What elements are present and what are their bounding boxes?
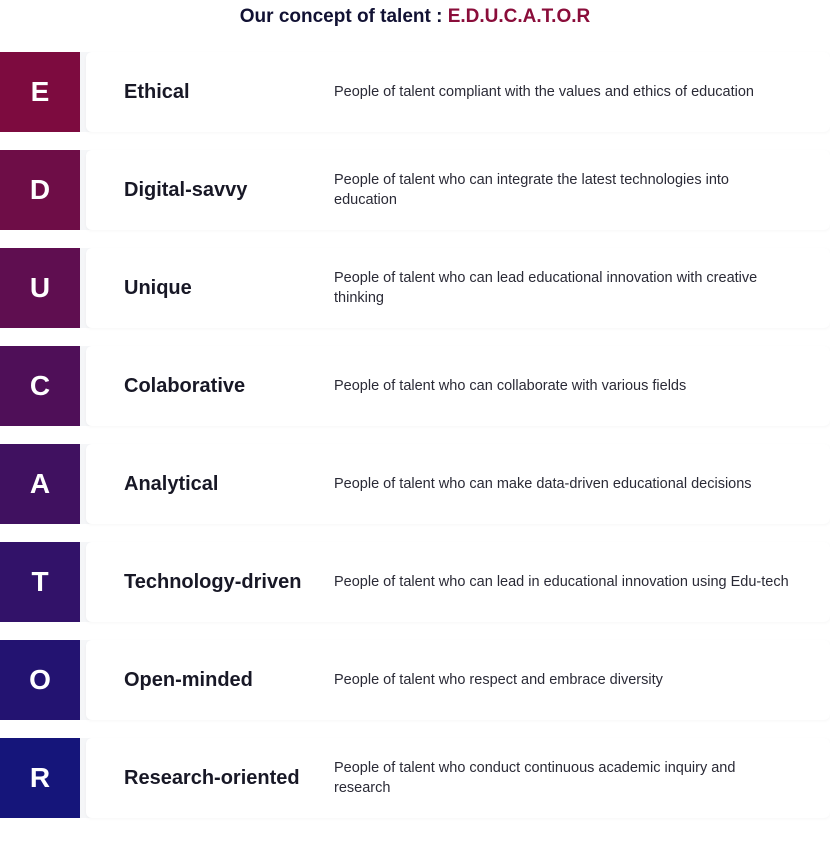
educator-row-inner: OOpen-mindedPeople of talent who respect… [0,640,830,720]
title-prefix: Our concept of talent : [240,6,448,27]
term-description: People of talent who can collaborate wit… [334,376,686,396]
educator-row: UUniquePeople of talent who can lead edu… [0,248,830,328]
letter-box: R [0,738,80,818]
term-description: People of talent who can make data-drive… [334,474,752,494]
educator-row-inner: AAnalyticalPeople of talent who can make… [0,444,830,524]
term-label: Colaborative [124,375,334,398]
educator-row: DDigital-savvyPeople of talent who can i… [0,150,830,230]
educator-row-inner: TTechnology-drivenPeople of talent who c… [0,542,830,622]
term-description: People of talent who respect and embrace… [334,670,663,690]
educator-row: RResearch-orientedPeople of talent who c… [0,738,830,818]
letter-box: E [0,52,80,132]
term-label: Digital-savvy [124,179,334,202]
term-label: Unique [124,277,334,300]
term-label: Ethical [124,81,334,104]
educator-row-inner: UUniquePeople of talent who can lead edu… [0,248,830,328]
term-description: People of talent compliant with the valu… [334,82,754,102]
letter-box: O [0,640,80,720]
term-label: Technology-driven [124,571,334,594]
content-box: ColaborativePeople of talent who can col… [86,346,830,426]
educator-row-inner: RResearch-orientedPeople of talent who c… [0,738,830,818]
letter-box: C [0,346,80,426]
content-box: Research-orientedPeople of talent who co… [86,738,830,818]
educator-row: OOpen-mindedPeople of talent who respect… [0,640,830,720]
content-box: Digital-savvyPeople of talent who can in… [86,150,830,230]
term-label: Analytical [124,473,334,496]
educator-row-inner: DDigital-savvyPeople of talent who can i… [0,150,830,230]
letter-box: U [0,248,80,328]
title-acronym: E.D.U.C.A.T.O.R [448,6,591,27]
term-description: People of talent who can integrate the l… [334,170,792,211]
letter-box: D [0,150,80,230]
term-label: Research-oriented [124,767,334,790]
term-label: Open-minded [124,669,334,692]
educator-row: CColaborativePeople of talent who can co… [0,346,830,426]
page-title: Our concept of talent : E.D.U.C.A.T.O.R [0,0,830,52]
content-box: AnalyticalPeople of talent who can make … [86,444,830,524]
educator-row: AAnalyticalPeople of talent who can make… [0,444,830,524]
content-box: UniquePeople of talent who can lead educ… [86,248,830,328]
letter-box: A [0,444,80,524]
content-box: Technology-drivenPeople of talent who ca… [86,542,830,622]
content-box: EthicalPeople of talent compliant with t… [86,52,830,132]
educator-row: TTechnology-drivenPeople of talent who c… [0,542,830,622]
term-description: People of talent who can lead educationa… [334,268,792,309]
educator-row-inner: CColaborativePeople of talent who can co… [0,346,830,426]
term-description: People of talent who can lead in educati… [334,572,789,592]
educator-row: EEthicalPeople of talent compliant with … [0,52,830,132]
educator-row-inner: EEthicalPeople of talent compliant with … [0,52,830,132]
content-box: Open-mindedPeople of talent who respect … [86,640,830,720]
term-description: People of talent who conduct continuous … [334,758,792,799]
letter-box: T [0,542,80,622]
educator-rows: EEthicalPeople of talent compliant with … [0,52,830,818]
